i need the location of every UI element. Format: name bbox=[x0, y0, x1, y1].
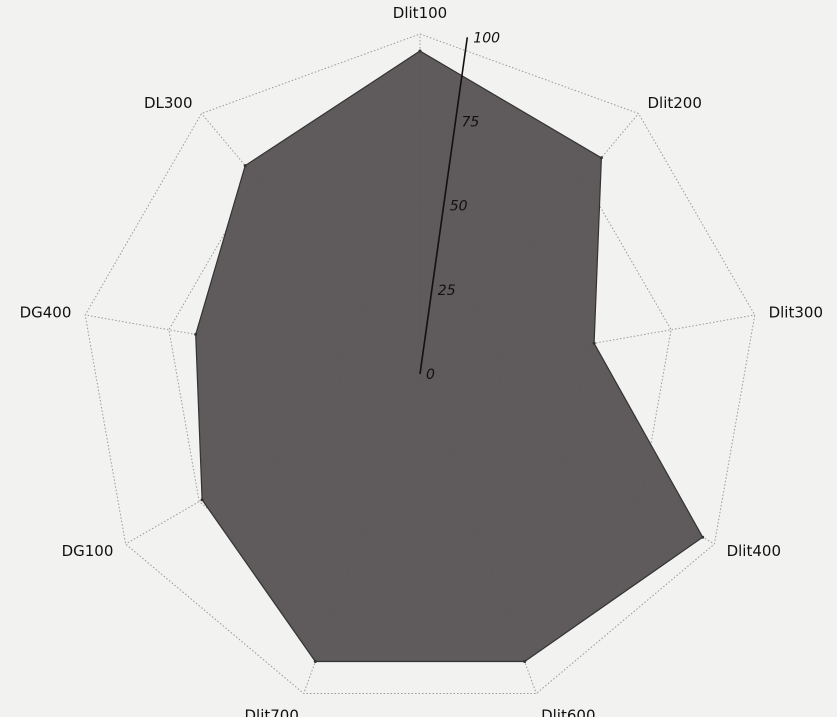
axis-label-dlit300: Dlit300 bbox=[769, 304, 823, 322]
data-point-dl300 bbox=[243, 164, 247, 168]
data-point-dg400 bbox=[194, 332, 198, 336]
axis-label-dlit700: Dlit700 bbox=[244, 707, 298, 717]
axis-label-layer: Dlit100 Dlit200 Dlit300 Dlit400 Dlit600 Dlit7… bbox=[20, 4, 823, 717]
radial-axis-layer: 0 25 50 75 100 bbox=[419, 30, 500, 383]
axis-label-dlit200: Dlit200 bbox=[648, 94, 702, 112]
axis-label-dl300: DL300 bbox=[144, 94, 193, 112]
series-area-0 bbox=[195, 50, 704, 663]
axis-label-dg100: DG100 bbox=[62, 542, 114, 560]
radial-tick-label-100: 100 bbox=[473, 30, 500, 46]
grid-ring-100 bbox=[84, 33, 756, 694]
data-point-dlit600 bbox=[523, 660, 527, 663]
axis-label-dg400: DG400 bbox=[20, 304, 72, 322]
axis-label-dlit100: Dlit100 bbox=[393, 4, 447, 22]
axis-label-dlit400: Dlit400 bbox=[727, 542, 781, 560]
data-point-dlit700 bbox=[313, 660, 317, 663]
data-point-dlit100 bbox=[418, 49, 422, 53]
radial-value-axis bbox=[419, 37, 469, 375]
radial-tick-label-25: 25 bbox=[438, 283, 456, 299]
radial-tick-label-50: 50 bbox=[450, 199, 468, 215]
data-point-dlit400 bbox=[701, 535, 705, 539]
data-point-dg100 bbox=[200, 498, 204, 502]
radial-tick-label-0: 0 bbox=[426, 367, 435, 383]
data-point-dlit300 bbox=[592, 341, 596, 345]
data-layer bbox=[194, 49, 705, 663]
axis-label-dlit600: Dlit600 bbox=[541, 707, 595, 717]
radial-tick-label-75: 75 bbox=[462, 115, 480, 131]
data-point-dlit200 bbox=[599, 156, 603, 160]
